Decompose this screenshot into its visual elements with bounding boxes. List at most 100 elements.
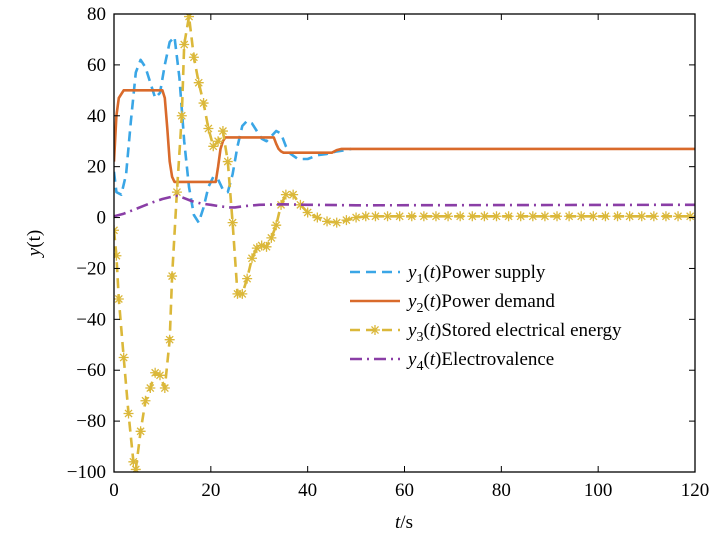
star-marker	[360, 211, 371, 222]
legend-sub: 4	[416, 359, 423, 374]
x-tick-label: 20	[201, 480, 220, 501]
star-marker	[266, 232, 277, 243]
star-marker	[455, 211, 466, 222]
star-marker	[188, 52, 199, 63]
y-tick-label: −100	[67, 462, 106, 483]
series-2	[114, 89, 695, 184]
y-tick-label: −20	[76, 258, 106, 279]
legend-arg: t	[430, 291, 436, 312]
star-marker	[588, 211, 599, 222]
y-tick-label: 80	[87, 4, 106, 25]
star-marker	[242, 273, 253, 284]
legend-close: )	[435, 320, 441, 341]
star-marker	[648, 211, 659, 222]
legend-entry-1: y1(t)Power supply	[350, 262, 546, 287]
star-marker	[227, 217, 238, 228]
series-1-line	[114, 35, 352, 224]
legend-close: )	[435, 349, 441, 370]
star-marker	[237, 288, 248, 299]
star-marker	[150, 367, 161, 378]
star-marker	[167, 271, 178, 282]
legend-label: y3(t)Stored electrical energy	[406, 320, 622, 345]
series-layer	[114, 14, 695, 472]
star-marker	[443, 211, 454, 222]
legend-name: Electrovalence	[441, 349, 554, 370]
star-marker	[295, 199, 306, 210]
y-axis-label: y(t)	[24, 230, 45, 258]
legend-entry-4: y4(t)Electrovalence	[350, 349, 554, 374]
x-axis-label-var: t	[395, 512, 401, 533]
star-marker	[685, 211, 695, 222]
y-tick-label: 40	[87, 106, 106, 127]
star-marker	[370, 211, 381, 222]
star-marker	[479, 211, 490, 222]
star-marker	[394, 211, 405, 222]
legend-label: y2(t)Power demand	[406, 291, 555, 316]
y-axis-label-var: y	[24, 247, 45, 258]
star-marker	[600, 211, 611, 222]
series-4-line	[114, 194, 695, 218]
y-tick-label: 60	[87, 55, 106, 76]
star-marker	[145, 383, 156, 394]
series-2-line	[114, 89, 695, 184]
x-tick-label: 80	[492, 480, 511, 501]
legend-close: )	[435, 291, 441, 312]
star-marker	[660, 211, 671, 222]
legend-entry-3: y3(t)Stored electrical energy	[350, 320, 622, 345]
star-marker	[135, 426, 146, 437]
legend-var: y	[406, 349, 417, 370]
star-marker	[288, 189, 299, 200]
legend-close: )	[435, 262, 441, 283]
star-marker	[341, 215, 352, 226]
star-marker	[673, 211, 684, 222]
star-marker	[251, 243, 262, 254]
legend-var: y	[406, 262, 417, 283]
x-tick-label: 0	[109, 480, 119, 501]
star-marker	[312, 212, 323, 223]
star-marker	[222, 156, 233, 167]
star-marker	[564, 211, 575, 222]
series-4	[114, 194, 695, 218]
star-marker	[176, 110, 187, 121]
y-tick-label: −40	[76, 309, 106, 330]
series-1	[114, 35, 352, 224]
star-marker	[198, 98, 209, 109]
star-marker	[140, 395, 151, 406]
star-marker	[406, 211, 417, 222]
star-marker	[430, 211, 441, 222]
star-marker	[203, 123, 214, 134]
legend-entry-2: y2(t)Power demand	[350, 291, 555, 316]
star-marker	[164, 334, 175, 345]
star-marker	[208, 141, 219, 152]
legend-open: (	[423, 291, 429, 312]
x-tick-label: 40	[298, 480, 317, 501]
star-marker	[552, 211, 563, 222]
star-marker	[184, 14, 195, 22]
star-marker	[503, 211, 514, 222]
star-marker	[256, 240, 267, 251]
legend-name: Power demand	[441, 291, 555, 312]
star-marker	[171, 187, 182, 198]
y-tick-label: 20	[87, 157, 106, 178]
legend-label: y4(t)Electrovalence	[406, 349, 554, 374]
star-marker	[491, 211, 502, 222]
y-tick-label: −60	[76, 360, 106, 381]
legend-open: (	[423, 262, 429, 283]
star-marker	[636, 211, 647, 222]
y-tick-label: −80	[76, 411, 106, 432]
legend-var: y	[406, 291, 417, 312]
series-3	[114, 14, 695, 472]
star-marker	[576, 211, 587, 222]
legend-name: Stored electrical energy	[441, 320, 622, 341]
star-marker	[154, 370, 165, 381]
legend-sub: 1	[416, 272, 423, 287]
star-marker	[467, 211, 478, 222]
legend-label: y1(t)Power supply	[406, 262, 546, 287]
legend-arg: t	[430, 262, 436, 283]
legend-open: (	[423, 320, 429, 341]
star-marker	[539, 211, 550, 222]
x-tick-label: 120	[681, 480, 710, 501]
star-marker	[302, 207, 313, 218]
star-marker	[128, 456, 139, 467]
